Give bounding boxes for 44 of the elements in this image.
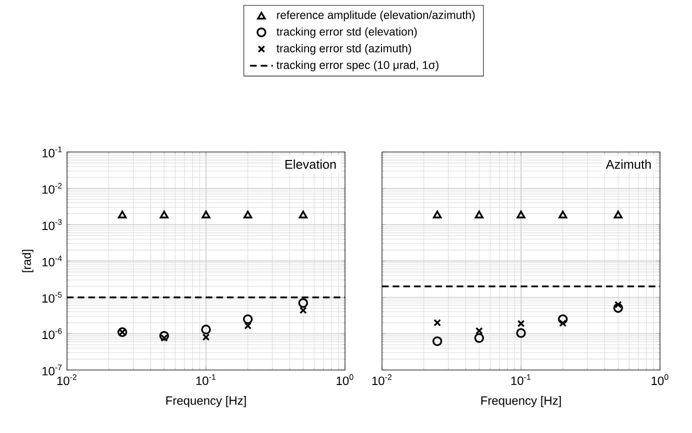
point: [242, 314, 253, 324]
point: [558, 210, 568, 218]
legend-label: tracking error std (azimuth): [276, 44, 412, 55]
x-tick-label: 10$^{-1}$: [511, 374, 531, 385]
point: [202, 210, 210, 218]
chart-title: Elevation: [286, 160, 336, 169]
point: [474, 210, 484, 218]
y-axis-title: [rad]: [22, 250, 34, 272]
legend-label: tracking error std (elevation): [276, 27, 417, 38]
point: [159, 330, 170, 341]
x-tick-label: 10$^{-1}$: [196, 374, 216, 385]
x-axis-title: Frequency [Hz]: [166, 396, 246, 408]
point: [559, 319, 567, 327]
y-tick-label: 10$^{-3}$: [42, 219, 62, 230]
point: [160, 210, 168, 218]
point: [118, 210, 127, 218]
point: [516, 328, 526, 338]
y-tick-label: 10$^{-6}$: [42, 328, 62, 340]
y-tick-label: 10$^{-2}$: [42, 182, 62, 194]
legend-label: tracking error spec (10 μrad, 1σ): [276, 60, 438, 72]
point: [160, 334, 168, 342]
point: [516, 210, 526, 218]
y-tick-label: 10$^{-4}$: [42, 256, 62, 266]
point: [202, 333, 210, 341]
x-tick-label: 10$^{-2}$: [57, 374, 77, 386]
chart-title: Azimuth: [606, 160, 651, 169]
x-tick-label: 10$^{-2}$: [372, 374, 392, 386]
point: [434, 319, 442, 326]
y-tick-label: 10$^{-7}$: [42, 364, 62, 376]
point: [517, 320, 525, 328]
point: [201, 324, 211, 334]
point: [558, 314, 568, 324]
legend-label: reference amplitude (elevation/azimuth): [277, 10, 475, 22]
y-tick-label: 10$^{-1}$: [42, 146, 62, 158]
point: [474, 333, 484, 343]
y-tick-label: 10$^{-5}$: [42, 292, 62, 303]
x-axis-title: Frequency [Hz]: [481, 396, 561, 408]
point: [432, 336, 442, 346]
point: [244, 210, 252, 218]
point: [432, 210, 442, 218]
point: [475, 327, 483, 334]
x-tick-label: 10$^{0}$: [336, 374, 354, 386]
point: [244, 322, 252, 330]
x-tick-label: 10$^{0}$: [652, 374, 668, 386]
